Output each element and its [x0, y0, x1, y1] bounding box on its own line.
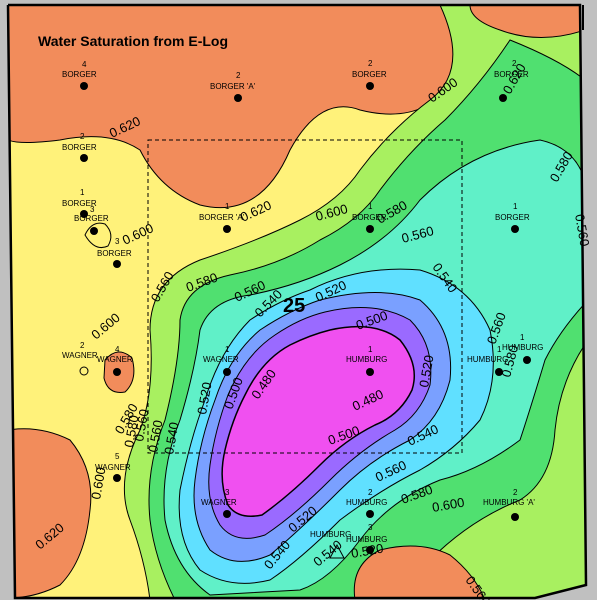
contour-label: 0.600 — [431, 495, 466, 515]
svg-text:BORGER 'A': BORGER 'A' — [199, 213, 245, 222]
contour-label: 0.520 — [194, 381, 214, 416]
svg-text:4: 4 — [115, 345, 120, 354]
well-marker[interactable]: 1 BORGER — [495, 202, 530, 233]
svg-text:BORGER: BORGER — [494, 70, 529, 79]
svg-text:5: 5 — [115, 452, 120, 461]
zone-orange-south — [353, 545, 486, 598]
contour-label: 0.520 — [416, 354, 436, 389]
svg-text:HUMBURG: HUMBURG — [346, 498, 387, 507]
svg-text:1: 1 — [225, 202, 230, 211]
contour-label: 0.580 — [121, 414, 141, 449]
svg-text:3: 3 — [115, 237, 120, 246]
map-title: Water Saturation from E-Log — [38, 33, 228, 49]
svg-text:2: 2 — [236, 71, 241, 80]
well-marker[interactable]: 2 BORGER — [352, 59, 387, 90]
svg-text:1: 1 — [225, 345, 230, 354]
svg-text:1: 1 — [513, 202, 518, 211]
svg-text:WAGNER: WAGNER — [95, 463, 131, 472]
svg-text:2: 2 — [368, 59, 373, 68]
zone-magenta — [221, 325, 415, 517]
contour-label: 0.600 — [88, 466, 108, 501]
svg-text:BORGER 'A': BORGER 'A' — [210, 82, 256, 91]
well-marker[interactable]: 2 BORGER — [494, 59, 529, 102]
svg-text:3: 3 — [225, 488, 230, 497]
svg-text:4: 4 — [82, 60, 87, 69]
svg-text:WAGNER: WAGNER — [97, 355, 133, 364]
well-marker[interactable]: 2 BORGER — [62, 132, 97, 162]
svg-text:1: 1 — [80, 188, 85, 197]
svg-text:2: 2 — [512, 59, 517, 68]
svg-text:BORGER: BORGER — [495, 213, 530, 222]
svg-text:1: 1 — [497, 345, 502, 354]
svg-text:BORGER: BORGER — [62, 143, 97, 152]
svg-text:BORGER: BORGER — [62, 199, 97, 208]
svg-text:3: 3 — [90, 205, 95, 214]
svg-text:1: 1 — [520, 333, 525, 342]
well-marker[interactable]: 2 BORGER 'A' — [210, 71, 256, 102]
section-boundary — [147, 139, 463, 454]
svg-text:1: 1 — [368, 202, 373, 211]
svg-text:BORGER: BORGER — [352, 70, 387, 79]
contour-label: 0.560 — [145, 419, 165, 454]
svg-text:2: 2 — [80, 132, 85, 141]
svg-text:BORGER: BORGER — [352, 213, 387, 222]
svg-text:HUMBURG: HUMBURG — [346, 535, 387, 544]
well-marker[interactable]: 1 BORGER — [352, 202, 387, 233]
svg-text:WAGNER: WAGNER — [62, 351, 98, 360]
svg-text:1: 1 — [368, 345, 373, 354]
svg-text:3: 3 — [368, 523, 373, 532]
svg-text:BORGER: BORGER — [62, 70, 97, 79]
contour-label: 0.560 — [131, 408, 151, 443]
svg-text:BORGER: BORGER — [97, 249, 132, 258]
svg-text:HUMBURG: HUMBURG — [346, 355, 387, 364]
svg-text:HUMBURG: HUMBURG — [502, 343, 543, 352]
svg-text:WAGNER: WAGNER — [201, 498, 237, 507]
section-number: 25 — [283, 295, 305, 317]
map-boundary — [6, 3, 588, 600]
svg-text:HUMBURG: HUMBURG — [310, 530, 351, 539]
contour-label: 0.540 — [161, 421, 181, 456]
well-marker[interactable]: 1 BORGER 'A' — [199, 202, 245, 233]
well-marker[interactable]: 5 WAGNER — [95, 452, 131, 482]
well-marker[interactable]: 1 BORGER — [62, 188, 97, 218]
contour-label: 0.560 — [572, 213, 592, 248]
svg-text:HUMBURG: HUMBURG — [467, 355, 508, 364]
svg-text:HUMBURG 'A': HUMBURG 'A' — [483, 498, 535, 507]
svg-text:2: 2 — [80, 341, 85, 350]
well-marker[interactable]: HUMBURG — [310, 530, 351, 559]
svg-text:WAGNER: WAGNER — [203, 355, 239, 364]
svg-text:2: 2 — [513, 488, 518, 497]
svg-text:2: 2 — [368, 488, 373, 497]
svg-text:BORGER: BORGER — [74, 214, 109, 223]
well-marker[interactable]: 3 BORGER — [97, 237, 132, 268]
zone-orange-ne — [469, 5, 586, 38]
well-marker[interactable]: 3 HUMBURG — [346, 523, 387, 554]
zone-orange-sw — [8, 428, 92, 598]
